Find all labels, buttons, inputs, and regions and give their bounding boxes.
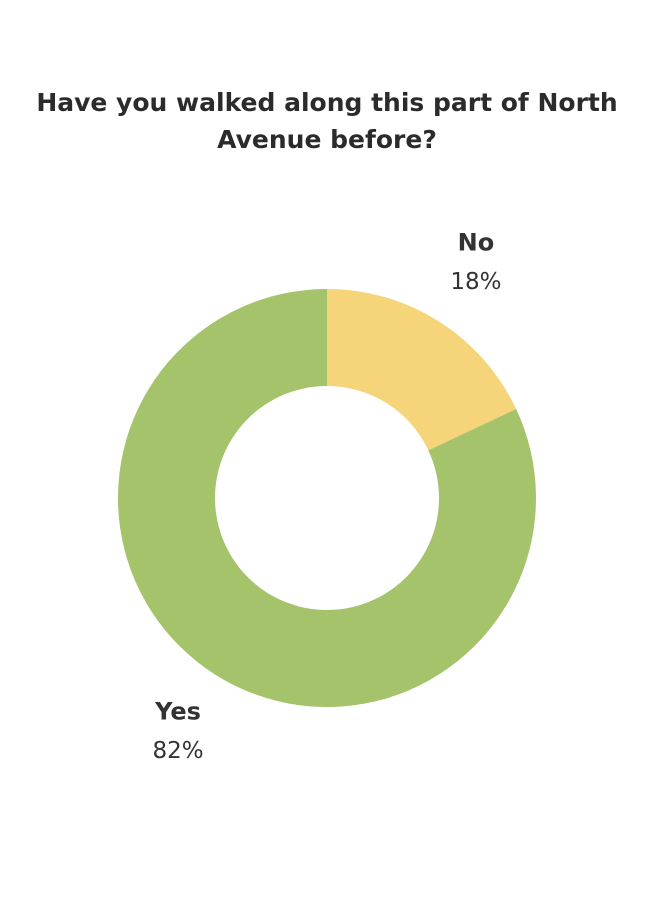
donut-slice: [327, 289, 517, 451]
chart-title: Have you walked along this part of North…: [36, 88, 618, 154]
slice-value-label: 82%: [152, 738, 203, 764]
donut-slice: [117, 289, 537, 707]
slice-value-label: 18%: [450, 269, 501, 295]
slice-label: No: [458, 228, 495, 256]
slice-label: Yes: [154, 698, 201, 726]
